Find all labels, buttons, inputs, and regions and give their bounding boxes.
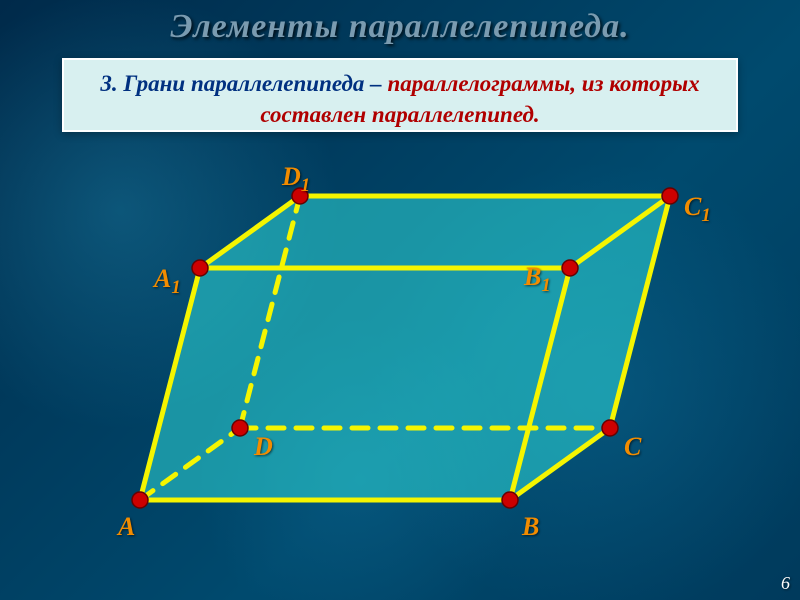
parallelepiped-diagram: A B C D A1 B1 C1 D1 <box>70 150 730 550</box>
vertex-label-A1: A1 <box>154 264 181 299</box>
vertex-label-C1: C1 <box>684 192 711 227</box>
subtitle-box: 3. Грани параллелепипеда – параллелограм… <box>62 58 738 132</box>
vertex-label-B: B <box>522 512 539 542</box>
vertex-label-B1: B1 <box>524 262 551 297</box>
vertex-label-A: A <box>118 512 135 542</box>
page-title: Элементы параллелепипеда. <box>0 8 800 46</box>
vertex-label-C: C <box>624 432 641 462</box>
vertex-label-D1: D1 <box>282 162 310 197</box>
page-number: 6 <box>781 573 790 594</box>
subtitle-part1: 3. Грани параллелепипеда – <box>100 71 387 96</box>
vertex-label-D: D <box>254 432 273 462</box>
